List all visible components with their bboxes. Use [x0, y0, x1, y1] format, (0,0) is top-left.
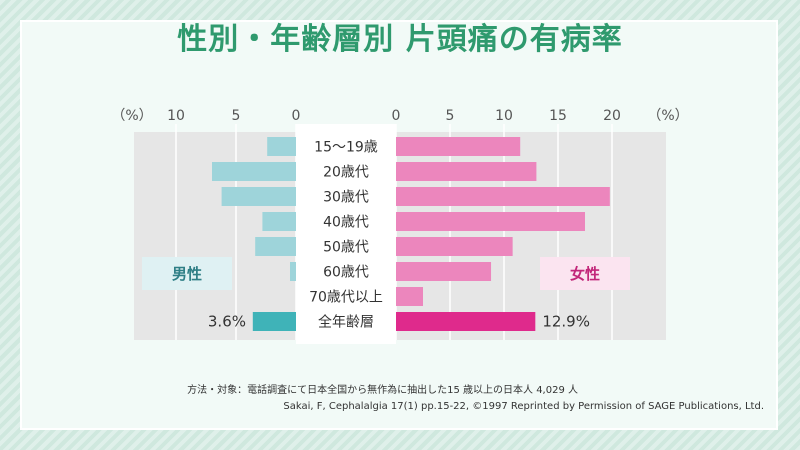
category-label: 30歳代: [323, 190, 369, 206]
male-bar: [212, 162, 296, 181]
category-column: [296, 124, 396, 344]
page-title: 性別・年齢層別 片頭痛の有病率: [177, 22, 623, 57]
female-tick-label: 20: [603, 108, 621, 124]
female-unit-label: （%）: [647, 108, 688, 124]
female-bar: [396, 312, 536, 331]
category-label: 15〜19歳: [314, 140, 378, 156]
female-bar: [396, 137, 521, 156]
female-total-data-label: 12.9%: [542, 313, 590, 331]
category-label: 50歳代: [323, 240, 369, 256]
source-note: Sakai, F, Cephalalgia 17(1) pp.15-22, ©1…: [283, 401, 764, 412]
female-tick-label: 10: [495, 108, 513, 124]
male-bar: [252, 312, 296, 331]
female-bar: [396, 187, 610, 206]
category-label: 20歳代: [323, 165, 369, 181]
category-label: 全年齢層: [318, 314, 374, 331]
male-legend-box: [142, 257, 232, 290]
category-label: 40歳代: [323, 215, 369, 231]
method-note: 方法・対象：電話調査にて日本全国から無作為に抽出した15 歳以上の日本人 4,0…: [187, 385, 578, 396]
male-tick-label: 5: [232, 108, 241, 124]
female-bar: [396, 287, 423, 306]
category-label: 70歳代以上: [309, 290, 383, 306]
female-bar: [396, 212, 585, 231]
female-legend-box: [540, 257, 630, 290]
category-label: 60歳代: [323, 265, 369, 281]
male-tick-label: 0: [292, 108, 301, 124]
female-tick-label: 0: [392, 108, 401, 124]
male-bar: [221, 187, 296, 206]
female-bar: [396, 237, 513, 256]
male-bar: [267, 137, 296, 156]
male-legend-label: 男性: [172, 265, 202, 283]
female-bar: [396, 162, 537, 181]
male-bar: [255, 237, 296, 256]
male-bar: [262, 212, 296, 231]
male-unit-label: （%）: [111, 108, 152, 124]
female-tick-label: 5: [446, 108, 455, 124]
female-tick-label: 15: [549, 108, 567, 124]
male-tick-label: 10: [167, 108, 185, 124]
female-bar: [396, 262, 492, 281]
male-bar: [290, 262, 296, 281]
male-total-data-label: 3.6%: [208, 313, 246, 331]
female-legend-label: 女性: [570, 265, 600, 283]
